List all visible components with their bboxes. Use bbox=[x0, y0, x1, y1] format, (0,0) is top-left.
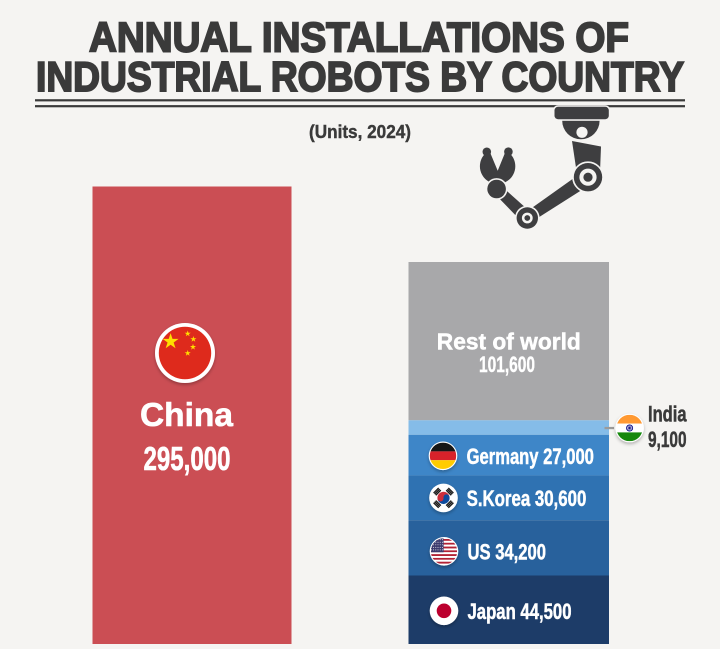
svg-text:ANNUAL INSTALLATIONS OF: ANNUAL INSTALLATIONS OF bbox=[89, 13, 629, 60]
svg-text:Germany 27,000: Germany 27,000 bbox=[467, 444, 594, 469]
svg-text:INDUSTRIAL ROBOTS BY COUNTRY: INDUSTRIAL ROBOTS BY COUNTRY bbox=[36, 53, 684, 100]
svg-text:S.Korea 30,600: S.Korea 30,600 bbox=[467, 486, 587, 511]
svg-text:9,100: 9,100 bbox=[648, 427, 687, 452]
svg-text:101,600: 101,600 bbox=[479, 352, 535, 377]
svg-text:Rest of world: Rest of world bbox=[437, 329, 581, 355]
svg-text:Japan 44,500: Japan 44,500 bbox=[468, 599, 572, 624]
svg-text:295,000: 295,000 bbox=[144, 440, 231, 477]
svg-text:China: China bbox=[140, 397, 233, 434]
svg-text:India: India bbox=[648, 402, 687, 427]
svg-text:(Units, 2024): (Units, 2024) bbox=[309, 121, 411, 142]
svg-text:US 34,200: US 34,200 bbox=[468, 539, 547, 564]
